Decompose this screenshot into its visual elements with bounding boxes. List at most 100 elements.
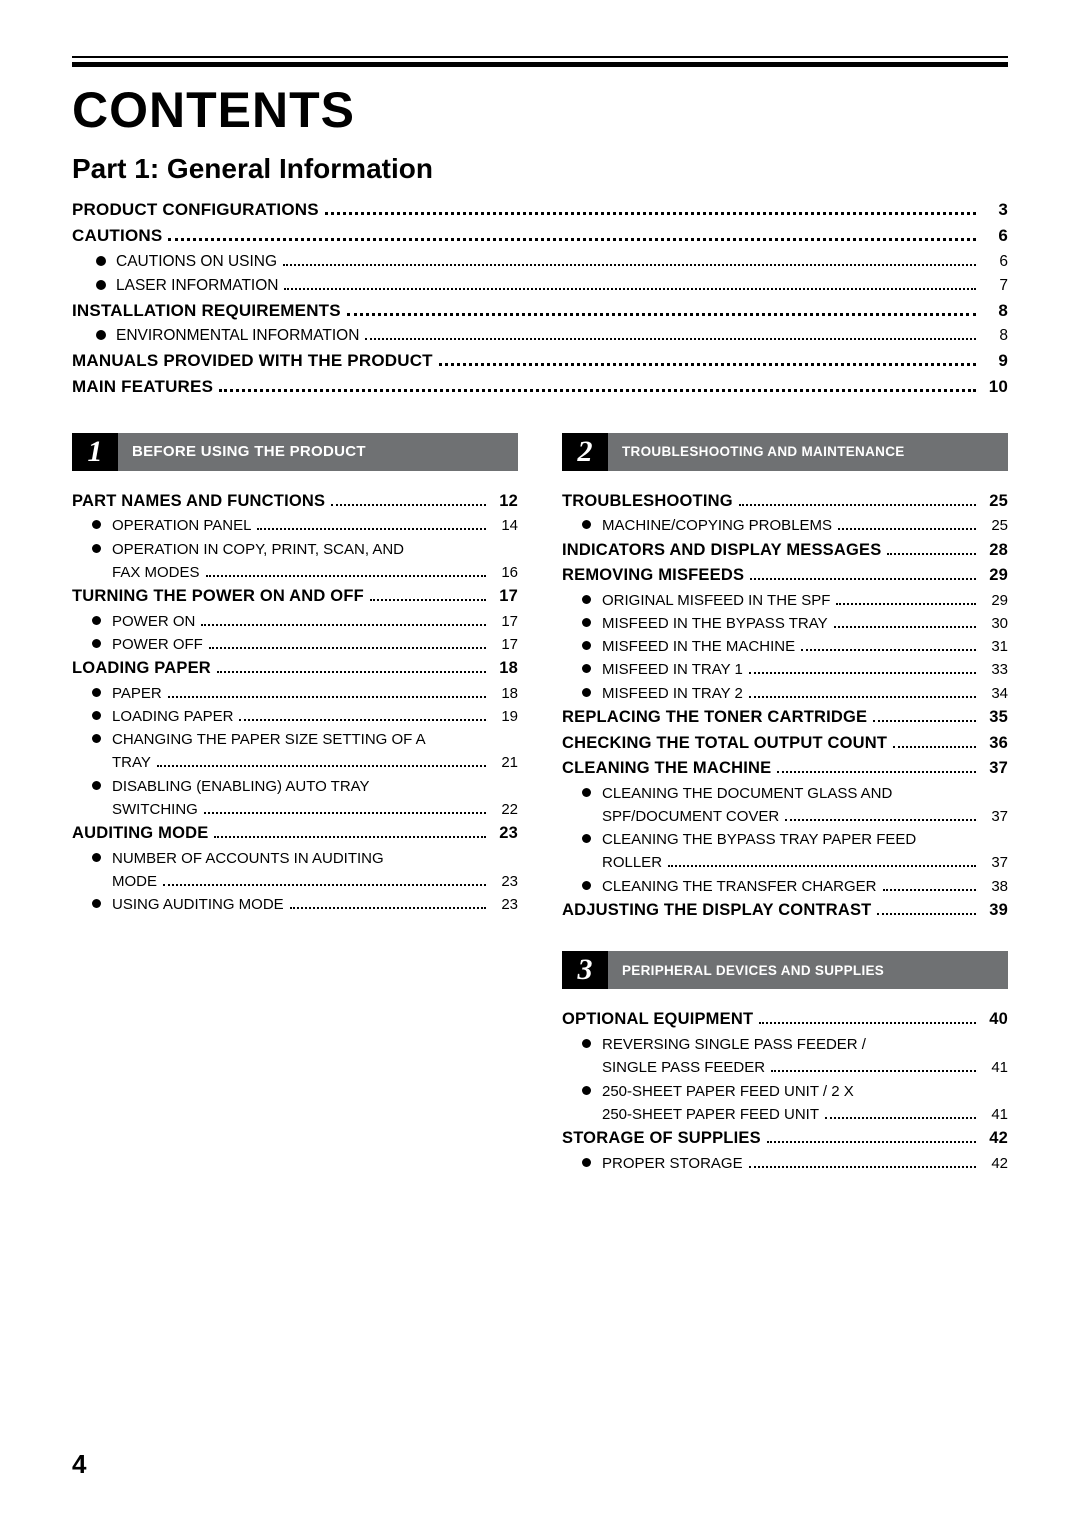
toc-page: 18: [492, 682, 518, 705]
toc-label: STORAGE OF SUPPLIES: [562, 1126, 761, 1152]
top-rule: [72, 56, 1008, 67]
toc-page: 37: [982, 805, 1008, 828]
toc-page: 23: [492, 870, 518, 893]
toc-page: 3: [982, 197, 1008, 223]
toc-page: 42: [982, 1152, 1008, 1175]
toc-page: 23: [492, 893, 518, 916]
toc-page: 29: [982, 589, 1008, 612]
toc-label: POWER OFF: [112, 633, 203, 656]
chapter-title: BEFORE USING THE PRODUCT: [118, 433, 518, 471]
toc-dots: [284, 276, 976, 290]
toc-label: OPERATION IN COPY, PRINT, SCAN, AND: [112, 538, 404, 561]
toc-label: CLEANING THE DOCUMENT GLASS AND: [602, 782, 892, 805]
toc-row: PART NAMES AND FUNCTIONS 12: [72, 489, 518, 515]
toc-row: MODE23: [72, 870, 518, 893]
toc-label: USING AUDITING MODE: [112, 893, 284, 916]
toc-page: 30: [982, 612, 1008, 635]
toc-dots: [777, 758, 976, 773]
toc-row: CLEANING THE MACHINE37: [562, 756, 1008, 782]
toc-dots: [877, 900, 976, 915]
toc-dots: [893, 733, 976, 748]
toc-label: ADJUSTING THE DISPLAY CONTRAST: [562, 898, 871, 924]
toc-dots: [750, 565, 976, 580]
contents-title: CONTENTS: [72, 81, 1008, 139]
toc-label: MISFEED IN TRAY 1: [602, 658, 743, 681]
toc-col-right: 2 TROUBLESHOOTING AND MAINTENANCE TROUBL…: [562, 429, 1008, 1175]
toc-row: MISFEED IN TRAY 133: [562, 658, 1008, 681]
toc-label: PAPER: [112, 682, 162, 705]
toc-dots: [749, 1154, 976, 1168]
toc-page: 35: [982, 705, 1008, 731]
toc-label: REMOVING MISFEEDS: [562, 563, 744, 589]
chapter-title: PERIPHERAL DEVICES AND SUPPLIES: [608, 951, 1008, 989]
toc-label: 250-SHEET PAPER FEED UNIT: [602, 1103, 819, 1126]
toc-page: 6: [982, 223, 1008, 249]
toc-page: 19: [492, 705, 518, 728]
toc-label: PROPER STORAGE: [602, 1152, 743, 1175]
col2a-list: TROUBLESHOOTING25MACHINE/COPYING PROBLEM…: [562, 489, 1008, 924]
toc-label: CHECKING THE TOTAL OUTPUT COUNT: [562, 731, 887, 757]
toc-row: SPF/DOCUMENT COVER37: [562, 805, 1008, 828]
toc-dots: [204, 800, 486, 814]
toc-row: TURNING THE POWER ON AND OFF 17: [72, 584, 518, 610]
toc-row: ROLLER37: [562, 851, 1008, 874]
toc-label: INSTALLATION REQUIREMENTS: [72, 298, 341, 324]
page-number: 4: [72, 1449, 86, 1480]
toc-row: MANUALS PROVIDED WITH THE PRODUCT 9: [72, 348, 1008, 374]
toc-page: 6: [982, 250, 1008, 274]
toc-dots: [370, 586, 486, 601]
toc-dots: [834, 614, 976, 628]
toc-row: CLEANING THE TRANSFER CHARGER38: [562, 875, 1008, 898]
toc-label: MANUALS PROVIDED WITH THE PRODUCT: [72, 348, 433, 374]
toc-row: USING AUDITING MODE 23: [72, 893, 518, 916]
toc-row: MACHINE/COPYING PROBLEMS25: [562, 514, 1008, 537]
toc-row: REPLACING THE TONER CARTRIDGE35: [562, 705, 1008, 731]
toc-dots: [290, 896, 486, 910]
toc-row: FAX MODES16: [72, 561, 518, 584]
toc-col-left: 1 BEFORE USING THE PRODUCT PART NAMES AN…: [72, 429, 518, 1175]
toc-dots: [201, 612, 486, 626]
chapter-number: 2: [562, 433, 608, 471]
toc-row: 250-SHEET PAPER FEED UNIT / 2 X: [562, 1080, 1008, 1103]
toc-dots: [836, 591, 976, 605]
toc-dots: [801, 638, 976, 652]
toc-label: NUMBER OF ACCOUNTS IN AUDITING: [112, 847, 384, 870]
toc-page: 10: [982, 374, 1008, 400]
toc-row: REMOVING MISFEEDS29: [562, 563, 1008, 589]
toc-dots: [739, 491, 976, 506]
col2b-list: OPTIONAL EQUIPMENT40REVERSING SINGLE PAS…: [562, 1007, 1008, 1174]
toc-dots: [206, 563, 486, 577]
toc-page: 36: [982, 731, 1008, 757]
toc-page: 34: [982, 682, 1008, 705]
toc-page: 8: [982, 298, 1008, 324]
toc-dots: [785, 807, 976, 821]
toc-label: MISFEED IN THE MACHINE: [602, 635, 795, 658]
toc-dots: [239, 707, 486, 721]
toc-label: TURNING THE POWER ON AND OFF: [72, 584, 364, 610]
toc-row: ADJUSTING THE DISPLAY CONTRAST39: [562, 898, 1008, 924]
toc-page: 31: [982, 635, 1008, 658]
toc-dots: [214, 823, 486, 838]
toc-label: REVERSING SINGLE PASS FEEDER /: [602, 1033, 866, 1056]
toc-label: MAIN FEATURES: [72, 374, 213, 400]
toc-dots: [257, 517, 486, 531]
toc-page: 28: [982, 538, 1008, 564]
toc-page: 25: [982, 489, 1008, 515]
toc-row: INDICATORS AND DISPLAY MESSAGES28: [562, 538, 1008, 564]
toc-page: 12: [492, 489, 518, 515]
toc-row: STORAGE OF SUPPLIES42: [562, 1126, 1008, 1152]
toc-label: ROLLER: [602, 851, 662, 874]
toc-row: INSTALLATION REQUIREMENTS 8: [72, 298, 1008, 324]
toc-dots: [163, 873, 486, 887]
toc-page: 14: [492, 514, 518, 537]
toc-label: PART NAMES AND FUNCTIONS: [72, 489, 325, 515]
toc-row: DISABLING (ENABLING) AUTO TRAY: [72, 775, 518, 798]
toc-label: CLEANING THE TRANSFER CHARGER: [602, 875, 877, 898]
toc-page: 9: [982, 348, 1008, 374]
toc-label: AUDITING MODE: [72, 821, 208, 847]
toc-dots: [217, 658, 486, 673]
toc-row: TROUBLESHOOTING25: [562, 489, 1008, 515]
toc-page: 17: [492, 584, 518, 610]
chapter-title: TROUBLESHOOTING AND MAINTENANCE: [608, 433, 1008, 471]
toc-label: OPTIONAL EQUIPMENT: [562, 1007, 753, 1033]
